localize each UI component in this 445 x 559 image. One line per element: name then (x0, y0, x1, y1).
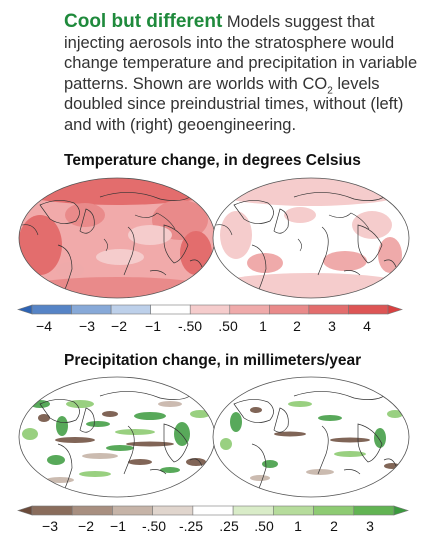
precipitation-tick-label: .50 (254, 518, 274, 534)
temperature-scale-segment (71, 304, 112, 315)
precipitation-scale-segment (313, 505, 355, 516)
temperature-scale-arrow-low (17, 304, 33, 315)
temperature-scale-segment (348, 304, 389, 315)
precipitation-tick-label: −2 (78, 518, 94, 534)
precipitation-scale-arrow-low (17, 505, 33, 516)
precipitation-scale-segment (353, 505, 395, 516)
precipitation-scale-segment (152, 505, 194, 516)
temperature-tick-label: −4 (36, 318, 52, 334)
precipitation-scale-arrow-high (393, 505, 409, 516)
precipitation-tick-label: .25 (219, 518, 239, 534)
precipitation-maps (18, 376, 410, 498)
temperature-tick-label: −3 (79, 318, 95, 334)
temperature-tick-label: −1 (145, 318, 161, 334)
precipitation-scale-segment (112, 505, 153, 516)
precipitation-scale-segment (192, 505, 234, 516)
precipitation-map-without (19, 377, 215, 497)
temperature-tick-label: 4 (363, 318, 371, 334)
precipitation-map-with (213, 377, 409, 497)
temperature-tick-label: 2 (293, 318, 301, 334)
intro-paragraph: Cool but different Models suggest that i… (64, 11, 424, 135)
precipitation-title: Precipitation change, in millimeters/yea… (64, 352, 362, 369)
precipitation-scale-segment (71, 505, 113, 516)
temperature-tick-label: .50 (218, 318, 238, 334)
temperature-scale-segment (229, 304, 270, 315)
intro-text-end: levels doubled since preindustrial times… (64, 74, 404, 134)
temperature-map-with (213, 178, 409, 298)
temperature-scale-segment (269, 304, 310, 315)
headline: Cool but different (64, 11, 223, 32)
temperature-scale-arrow-high (387, 304, 403, 315)
temperature-maps (18, 177, 410, 299)
temperature-scale-segment (189, 304, 231, 315)
intro-text: Models suggest that injecting aerosols i… (64, 13, 418, 93)
precipitation-tick-label: 2 (330, 518, 338, 534)
temperature-tick-label: −2 (111, 318, 127, 334)
precipitation-tick-label: -.50 (142, 518, 166, 534)
co2-subscript: 2 (327, 84, 333, 96)
temperature-title: Temperature change, in degrees Celsius (64, 152, 361, 169)
precipitation-scale-segment (232, 505, 274, 516)
precipitation-color-scale: −3 −2 −1 -.50 -.25 .25 .50 1 2 3 (17, 505, 409, 534)
temperature-scale-segment (31, 304, 72, 315)
precipitation-scale-segment (31, 505, 73, 516)
temperature-scale-segment (150, 304, 191, 315)
temperature-scale-segment (110, 304, 151, 315)
precipitation-tick-label: −1 (110, 518, 126, 534)
temperature-color-scale: −4 −3 −2 −1 -.50 .50 1 2 3 4 (17, 304, 403, 334)
precipitation-tick-label: -.25 (179, 518, 203, 534)
precipitation-tick-label: −3 (42, 518, 58, 534)
temperature-map-without (19, 178, 215, 298)
precipitation-tick-label: 3 (366, 518, 374, 534)
temperature-tick-label: 3 (328, 318, 336, 334)
precipitation-scale-segment (273, 505, 314, 516)
temperature-tick-label: 1 (259, 318, 267, 334)
temperature-tick-label: -.50 (178, 318, 202, 334)
temperature-scale-segment (308, 304, 349, 315)
precipitation-tick-label: 1 (294, 518, 302, 534)
